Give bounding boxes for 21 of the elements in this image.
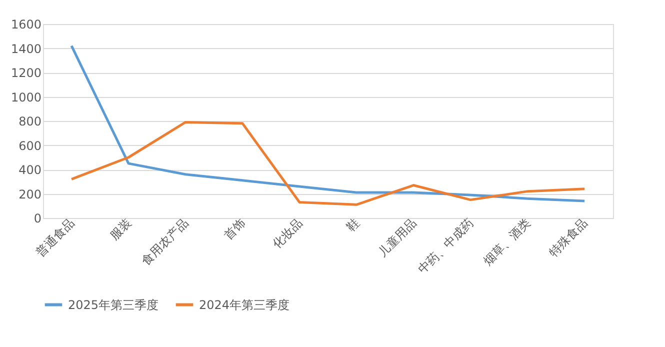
- x-tick-label: 烟草、酒类: [480, 216, 533, 268]
- y-tick-label: 0: [34, 212, 42, 226]
- x-tick-label: 首饰: [221, 216, 248, 242]
- x-tick-label: 鞋: [344, 216, 362, 234]
- y-tick-label: 200: [18, 187, 42, 202]
- line-series: [70, 44, 586, 202]
- y-tick-label: 600: [18, 138, 42, 153]
- y-tick-label: 400: [18, 163, 42, 177]
- y-tick-label: 1400: [10, 42, 42, 56]
- y-tick-label: 1600: [10, 18, 42, 32]
- y-tick-label: 1000: [10, 90, 42, 104]
- x-tick-label: 服装: [107, 216, 134, 242]
- y-tick-label: 800: [18, 114, 42, 128]
- legend-label: 2024年第三季度: [199, 298, 290, 312]
- x-tick-label: 特殊食品: [546, 216, 590, 260]
- legend-label: 2025年第三季度: [68, 298, 159, 312]
- line-series: [70, 120, 586, 206]
- x-tick-label: 儿童用品: [375, 216, 419, 260]
- x-tick-label: 食用农产品: [138, 216, 191, 268]
- x-tick-label: 化妆品: [270, 216, 305, 251]
- y-tick-label: 1200: [10, 66, 42, 80]
